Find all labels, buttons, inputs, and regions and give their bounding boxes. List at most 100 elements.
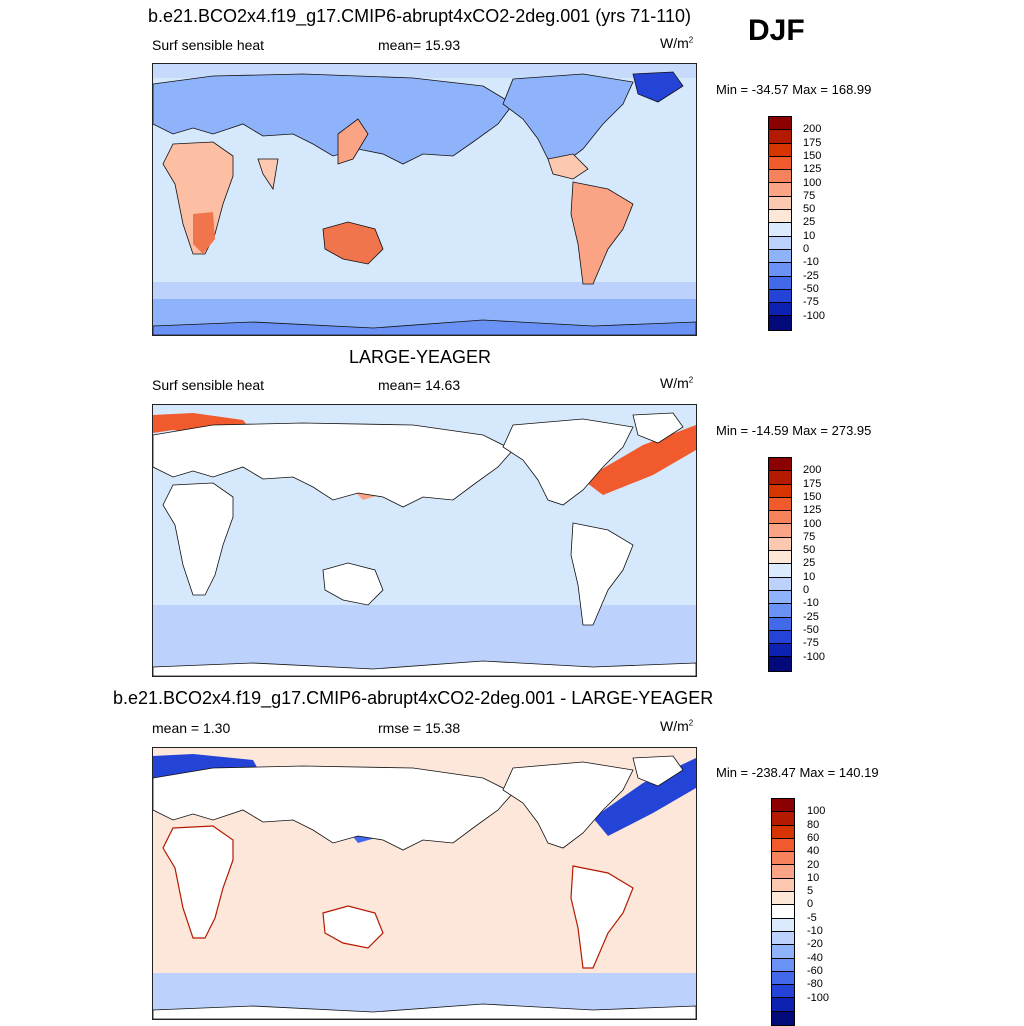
colorbar-box: [769, 471, 791, 485]
colorbar-box: [769, 644, 791, 658]
colorbar-box: [772, 918, 794, 932]
colorbar-box: [772, 1011, 794, 1026]
colorbar-label: -100: [803, 309, 826, 322]
panel-1-southern-band-2: [153, 282, 696, 299]
panel-3-units: W/m2: [660, 718, 694, 734]
colorbar-box: [772, 799, 794, 813]
panel-2-minmax: Min = -14.59 Max = 273.95: [716, 423, 872, 438]
panel-2-africa: [162, 482, 234, 596]
colorbar-label: 0: [803, 243, 810, 255]
colorbar-box: [772, 905, 794, 919]
colorbar-label: 75: [803, 189, 816, 202]
colorbar-label: 0: [807, 898, 814, 911]
colorbar-box: [772, 812, 794, 826]
colorbar-label: 25: [803, 557, 816, 570]
panel-1-southern-africa: [193, 212, 215, 254]
colorbar-label: 40: [807, 845, 820, 858]
panel-3-eurasia: [153, 765, 514, 851]
panel-1-colorbar: [768, 116, 792, 331]
colorbar-box: [769, 511, 791, 525]
colorbar-box: [769, 263, 791, 277]
panel-3-mean-label: mean = 1.30: [152, 720, 231, 736]
panel-1-map: [152, 63, 697, 336]
colorbar-label: 125: [803, 163, 822, 176]
colorbar-box: [769, 156, 791, 171]
panel-3-greenland: [632, 755, 684, 787]
colorbar-label: 150: [803, 149, 822, 162]
colorbar-label: -100: [803, 650, 826, 663]
panel-3-minmax: Min = -238.47 Max = 140.19: [716, 765, 879, 780]
colorbar-box: [769, 170, 791, 184]
panel-3-map: [152, 747, 697, 1020]
colorbar-box: [769, 210, 791, 224]
colorbar-box: [769, 537, 791, 552]
panel-3-antarctica: [153, 1003, 696, 1019]
panel-2-south-america: [570, 522, 634, 626]
colorbar-box: [769, 484, 791, 498]
panel-2-north-america: [502, 418, 634, 506]
colorbar-label: -25: [803, 610, 819, 623]
colorbar-label: -25: [803, 269, 819, 282]
colorbar-box: [772, 998, 794, 1012]
panel-2-variable-label: Surf sensible heat: [152, 377, 265, 393]
panel-2-units: W/m2: [660, 375, 694, 391]
colorbar-label: 175: [803, 136, 822, 149]
panel-3-title: b.e21.BCO2x4.f19_g17.CMIP6-abrupt4xCO2-2…: [113, 688, 714, 708]
panel-3-south-america: [570, 865, 634, 969]
colorbar-label: 10: [803, 570, 816, 583]
panel-1-eurasia: [153, 73, 514, 165]
colorbar-box: [769, 604, 791, 618]
colorbar-box: [769, 577, 791, 591]
colorbar-label: -5: [807, 911, 817, 924]
colorbar-label: 100: [803, 517, 822, 530]
season-label: DJF: [748, 14, 805, 47]
colorbar-label: 25: [803, 216, 816, 229]
panel-1-antarctica: [153, 319, 696, 335]
colorbar-box: [769, 143, 791, 157]
panel-1-australia: [322, 221, 384, 265]
panel-3-rmse-label: rmse = 15.38: [378, 720, 461, 736]
colorbar-box: [769, 289, 791, 304]
panel-1-mean-label: mean= 15.93: [378, 37, 461, 53]
colorbar-box: [769, 130, 791, 144]
colorbar-label: 100: [807, 805, 826, 818]
colorbar-label: -40: [807, 951, 823, 964]
panel-1-india: [257, 158, 279, 191]
colorbar-label: -75: [803, 637, 819, 650]
colorbar-box: [772, 878, 794, 893]
colorbar-label: 100: [803, 176, 822, 189]
colorbar-label: 10: [807, 871, 820, 884]
colorbar-box: [769, 303, 791, 317]
colorbar-label: 175: [803, 477, 822, 490]
panel-3-africa: [162, 825, 234, 939]
colorbar-label: 200: [803, 464, 822, 477]
colorbar-box: [769, 497, 791, 512]
colorbar-label: -20: [807, 938, 823, 951]
panel-3-north-america: [502, 761, 634, 849]
panel-3-australia: [322, 905, 384, 949]
colorbar-box: [772, 945, 794, 959]
colorbar-box: [769, 551, 791, 565]
panel-1-title: b.e21.BCO2x4.f19_g17.CMIP6-abrupt4xCO2-2…: [148, 6, 691, 26]
panel-1-units: W/m2: [660, 35, 694, 51]
colorbar-label: 20: [807, 858, 820, 871]
colorbar-label: -10: [803, 597, 819, 610]
panel-1-central-america: [547, 153, 589, 180]
colorbar-box: [769, 458, 791, 472]
colorbar-label: -75: [803, 296, 819, 309]
colorbar-box: [769, 564, 791, 578]
panel-2-colorbar: [768, 457, 792, 672]
colorbar-box: [769, 223, 791, 237]
colorbar-box: [769, 183, 791, 197]
colorbar-box: [769, 617, 791, 631]
panel-1-south-america: [570, 181, 634, 285]
colorbar-label: -60: [807, 964, 823, 977]
panel-1-greenland: [632, 71, 684, 103]
colorbar-label: -50: [803, 623, 819, 636]
panel-2-map: [152, 404, 697, 677]
colorbar-box: [772, 852, 794, 866]
colorbar-box: [772, 931, 794, 946]
colorbar-label: 0: [803, 584, 810, 596]
colorbar-box: [769, 524, 791, 538]
panel-2-eurasia: [153, 422, 514, 508]
